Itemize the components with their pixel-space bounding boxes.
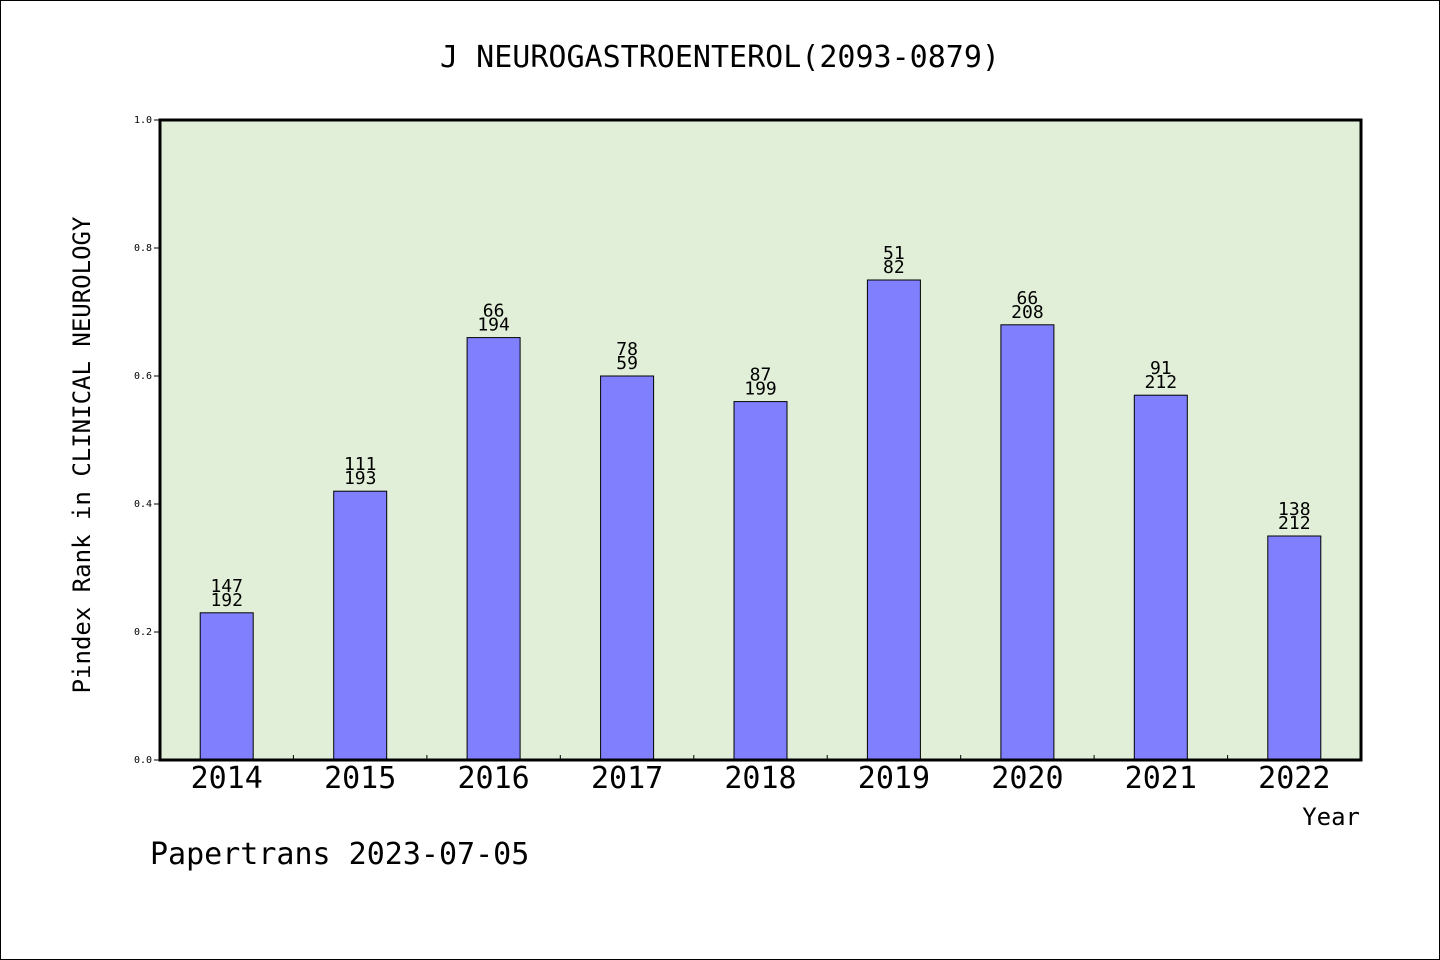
bar-2017	[600, 375, 655, 761]
x-tick-label-2016: 2016	[457, 761, 529, 796]
x-axis-ticks: 2014 2015 2016 2017 2018 2019 2020 2021 2022	[191, 755, 1330, 796]
bar-2018	[733, 401, 788, 761]
bar-total-label-2015: 193	[344, 468, 377, 489]
bar-rank-label-2014: 147	[210, 576, 243, 597]
y-axis-ticks: 0.0 0.2 0.4 0.6 0.8 1.0	[134, 115, 160, 766]
bar-total-label-2014: 192	[210, 590, 243, 611]
bar-total-label-2022: 212	[1278, 513, 1311, 534]
x-tick-label-2014: 2014	[191, 761, 263, 796]
bar-total-label-2016: 194	[477, 315, 510, 336]
x-tick-label-2022: 2022	[1258, 761, 1330, 796]
bar-2019	[866, 279, 921, 761]
x-tick-label-2019: 2019	[858, 761, 930, 796]
bar-2016	[466, 337, 521, 761]
y-tick-label: 0.2	[134, 627, 152, 638]
y-tick-label: 0.6	[134, 371, 152, 382]
bar-2022	[1267, 535, 1322, 761]
y-tick-label: 1.0	[134, 115, 152, 126]
x-tick-label-2020: 2020	[991, 761, 1063, 796]
x-tick-label-2021: 2021	[1125, 761, 1197, 796]
bar-rank-label-2022: 138	[1278, 499, 1311, 520]
y-tick-label: 0.8	[134, 243, 152, 254]
bar-rank-label-2018: 87	[750, 365, 772, 386]
bar-total-label-2017: 59	[616, 353, 638, 374]
bar-total-label-2021: 212	[1145, 372, 1178, 393]
plot-border	[158, 118, 1363, 762]
bar-rank-label-2015: 111	[344, 454, 377, 475]
bar-rank-label-2021: 91	[1150, 358, 1172, 379]
bar-2020	[1000, 324, 1055, 761]
bar-2014	[199, 612, 254, 761]
y-axis-label: Pindex Rank in CLINICAL NEUROLOGY	[68, 216, 96, 693]
bar-rank-label-2019: 51	[883, 243, 905, 264]
bar-2021	[1133, 394, 1188, 761]
x-axis-label: Year	[1302, 803, 1360, 831]
bar-rank-label-2016: 66	[483, 301, 505, 322]
x-tick-label-2017: 2017	[591, 761, 663, 796]
bar-rank-label-2020: 66	[1017, 288, 1039, 309]
bar-total-label-2019: 82	[883, 257, 905, 278]
x-tick-label-2015: 2015	[324, 761, 396, 796]
chart-title: J NEUROGASTROENTEROL(2093-0879)	[440, 40, 1000, 75]
y-tick-label: 0.4	[134, 499, 152, 510]
bar-labels-group: 1471921111936619478598719951826620891212…	[210, 243, 1310, 611]
bars-group	[199, 279, 1322, 761]
bar-rank-label-2017: 78	[616, 339, 638, 360]
bar-total-label-2020: 208	[1011, 302, 1044, 323]
bar-2015	[333, 490, 388, 761]
x-tick-label-2018: 2018	[724, 761, 796, 796]
bar-total-label-2018: 199	[744, 379, 777, 400]
y-tick-label: 0.0	[134, 755, 152, 766]
footer-credit: Papertrans 2023-07-05	[150, 837, 529, 872]
